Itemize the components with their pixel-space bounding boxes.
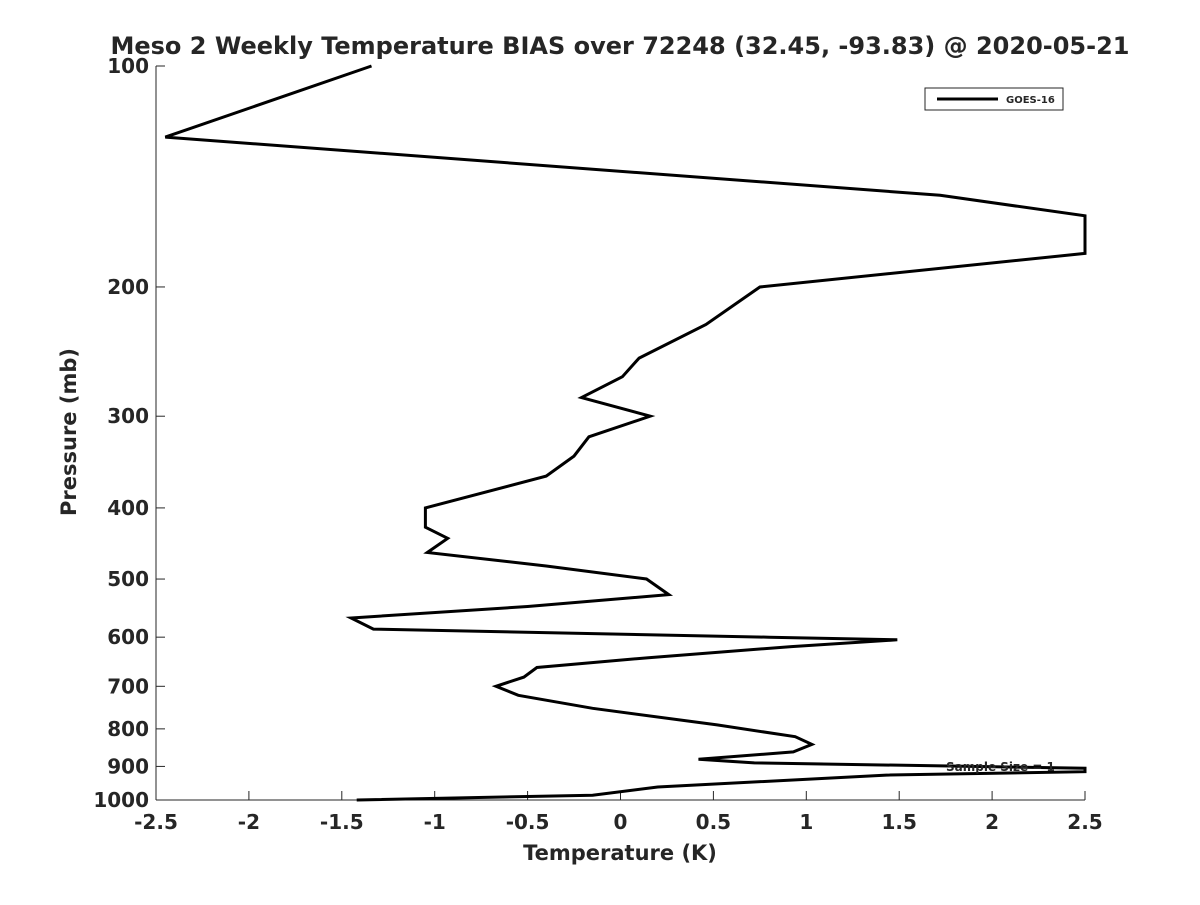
x-tick-label: -1.5 [320, 810, 364, 834]
x-tick-label: 1.5 [881, 810, 916, 834]
axes [155, 66, 1085, 801]
x-tick-label: -1 [424, 810, 446, 834]
x-tick-label: 2 [985, 810, 999, 834]
y-tick-label: 400 [107, 496, 149, 520]
x-tick-label: 0.5 [696, 810, 731, 834]
x-tick-label: -0.5 [506, 810, 550, 834]
x-tick-label: 0 [614, 810, 628, 834]
y-axis-label: Pressure (mb) [57, 348, 81, 516]
y-tick-label: 300 [107, 404, 149, 428]
legend-label: GOES-16 [1006, 95, 1055, 106]
y-tick-label: 900 [107, 754, 149, 778]
series-lines [164, 64, 1087, 802]
sample-size-annotation: Sample Size = 1 [946, 760, 1055, 774]
y-tick-label: 200 [107, 275, 149, 299]
x-tick-label: -2.5 [134, 810, 178, 834]
y-tick-label: 500 [107, 567, 149, 591]
y-tick-label: 600 [107, 625, 149, 649]
x-tick-label: 1 [799, 810, 813, 834]
chart-title: Meso 2 Weekly Temperature BIAS over 7224… [110, 32, 1129, 60]
legend: GOES-16 [924, 87, 1064, 111]
x-tick-label: -2 [238, 810, 260, 834]
x-axis-label: Temperature (K) [523, 841, 717, 865]
y-tick-label: 100 [107, 54, 149, 78]
y-tick-label: 700 [107, 674, 149, 698]
x-tick-label: 2.5 [1067, 810, 1102, 834]
y-tick-label: 800 [107, 717, 149, 741]
series-line-goes-16 [164, 64, 1087, 802]
tick-labels: -2.5 -2 -1.5 -1 -0.5 0 0.5 1 1.5 2 2.5 100 200 300 400… [93, 54, 1102, 834]
y-tick-label: 1000 [93, 788, 149, 812]
